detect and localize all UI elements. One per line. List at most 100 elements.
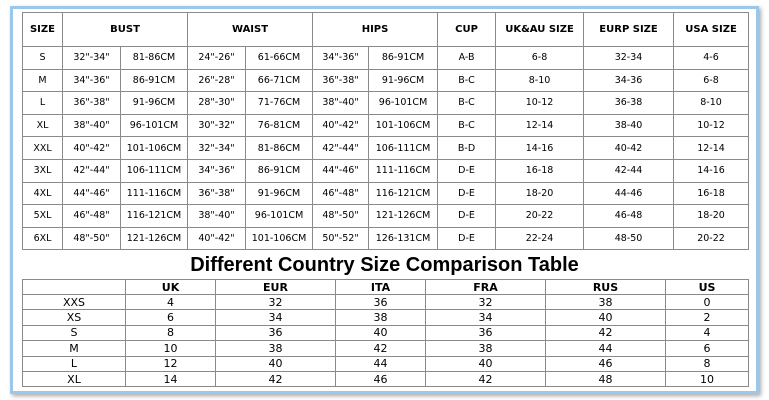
table-cell: 42-44 (583, 158, 675, 183)
table-cell: 46"-48" (62, 204, 121, 228)
table-cell: 20-22 (495, 204, 585, 228)
header-cell: CUP (437, 12, 497, 47)
table-cell: 40-42 (583, 136, 675, 160)
table-cell: D-E (437, 158, 497, 183)
table-cell: 36"-38" (187, 181, 247, 206)
table-cell: 44-46 (583, 181, 675, 206)
table-cell: 40"-42" (312, 113, 370, 138)
table-cell: 36 (215, 324, 336, 342)
table-cell: 6XL (22, 226, 63, 251)
table-cell: D-E (437, 204, 497, 228)
table-cell: 38 (425, 340, 546, 357)
table-cell: 6-8 (495, 46, 585, 70)
table-cell: 8 (665, 355, 749, 372)
table-cell: 44"-46" (62, 181, 121, 206)
table-cell: 38 (545, 293, 666, 311)
table-cell: 34"-36" (62, 68, 121, 93)
table-cell: 28"-30" (187, 91, 247, 115)
table-cell: 10 (125, 340, 216, 357)
table-cell: B-C (437, 68, 497, 93)
table-cell: 91-96CM (119, 91, 189, 115)
table-cell: 32 (425, 293, 546, 311)
comparison-table: UK EUR ITA FRA RUS US XXS 4 32 36 32 38 0 XS 6 34 38 34 40… (22, 279, 749, 388)
table-cell: 96-101CM (245, 204, 314, 228)
table-cell: L (22, 91, 63, 115)
table-row: XL 14 42 46 42 48 10 (22, 370, 749, 388)
table-cell: 0 (665, 293, 749, 311)
table-cell: 4 (125, 293, 216, 311)
table-cell: 42 (335, 340, 426, 357)
table-row: 5XL 46"-48" 116-121CM 38"-40" 96-101CM 48"-50… (22, 204, 750, 228)
table-cell: 81-86CM (245, 136, 314, 160)
size-table: SIZE BUST WAIST HIPS CUP UK&AU SIZE EURP SIZE U… (22, 12, 750, 251)
table-cell: 2 (665, 309, 749, 326)
table-cell: 126-131CM (368, 226, 439, 251)
table-cell: 5XL (22, 204, 63, 228)
table-cell: L (22, 355, 126, 372)
table-cell: 32"-34" (62, 46, 121, 70)
table-cell: 116-121CM (119, 204, 189, 228)
table-cell: 86-91CM (368, 46, 439, 70)
table-row: 4XL 44"-46" 111-116CM 36"-38" 91-96CM 46"-48"… (22, 181, 750, 206)
table-cell: 111-116CM (119, 181, 189, 206)
table-cell: 40"-42" (62, 136, 121, 160)
table-cell: 18-20 (495, 181, 585, 206)
header-cell: EURP SIZE (583, 12, 675, 47)
table-cell: M (22, 68, 63, 93)
table-cell: 106-111CM (368, 136, 439, 160)
table-cell: S (22, 324, 126, 342)
header-cell: HIPS (312, 12, 439, 47)
table-row: XL 38"-40" 96-101CM 30"-32" 76-81CM 40"-42" 10… (22, 113, 750, 138)
table-cell: 38"-40" (312, 91, 370, 115)
table-cell: B-D (437, 136, 497, 160)
table-cell: 76-81CM (245, 113, 314, 138)
table-cell: 6-8 (673, 68, 750, 93)
header-cell: FRA (425, 279, 546, 295)
table-cell: 101-106CM (368, 113, 439, 138)
table-cell: 91-96CM (368, 68, 439, 93)
table-row: XXS 4 32 36 32 38 0 (22, 293, 749, 311)
table-cell: 4-6 (673, 46, 750, 70)
table-cell: A-B (437, 46, 497, 70)
table-cell: 14-16 (495, 136, 585, 160)
table-cell: 48-50 (583, 226, 675, 251)
table-cell: 32 (215, 293, 336, 311)
table-cell: 12-14 (495, 113, 585, 138)
table-cell: 106-111CM (119, 158, 189, 183)
table-cell: 6 (665, 340, 749, 357)
table-cell: 81-86CM (119, 46, 189, 70)
table-cell: 48 (545, 370, 666, 388)
table-cell: 42 (425, 370, 546, 388)
table-cell: 101-106CM (119, 136, 189, 160)
header-cell: UK&AU SIZE (495, 12, 585, 47)
table-cell: 42"-44" (62, 158, 121, 183)
header-cell: UK (125, 279, 216, 295)
table-row: M 10 38 42 38 44 6 (22, 340, 749, 357)
table-cell: 6 (125, 309, 216, 326)
table-cell: 34 (425, 309, 546, 326)
size-chart: SIZE BUST WAIST HIPS CUP UK&AU SIZE EURP SIZE U… (10, 6, 759, 394)
table-cell: 111-116CM (368, 158, 439, 183)
table-cell: 46 (545, 355, 666, 372)
table-cell: XL (22, 113, 63, 138)
table-cell: 26"-28" (187, 68, 247, 93)
table-cell: XS (22, 309, 126, 326)
table-cell: 38 (335, 309, 426, 326)
table-cell: 61-66CM (245, 46, 314, 70)
table-cell: 86-91CM (245, 158, 314, 183)
table-row: S 8 36 40 36 42 4 (22, 324, 749, 342)
table-cell: 18-20 (673, 204, 750, 228)
table-cell: 36"-38" (312, 68, 370, 93)
table-cell: 38 (215, 340, 336, 357)
table-cell: 38-40 (583, 113, 675, 138)
table-cell: 40 (335, 324, 426, 342)
header-cell: US (665, 279, 749, 295)
table-cell: 8 (125, 324, 216, 342)
table-cell: 38"-40" (62, 113, 121, 138)
table-row: XXL 40"-42" 101-106CM 32"-34" 81-86CM 42"-44"… (22, 136, 750, 160)
table-cell: 36 (335, 293, 426, 311)
table-cell: B-C (437, 113, 497, 138)
table-cell: XXL (22, 136, 63, 160)
table-cell: 42"-44" (312, 136, 370, 160)
